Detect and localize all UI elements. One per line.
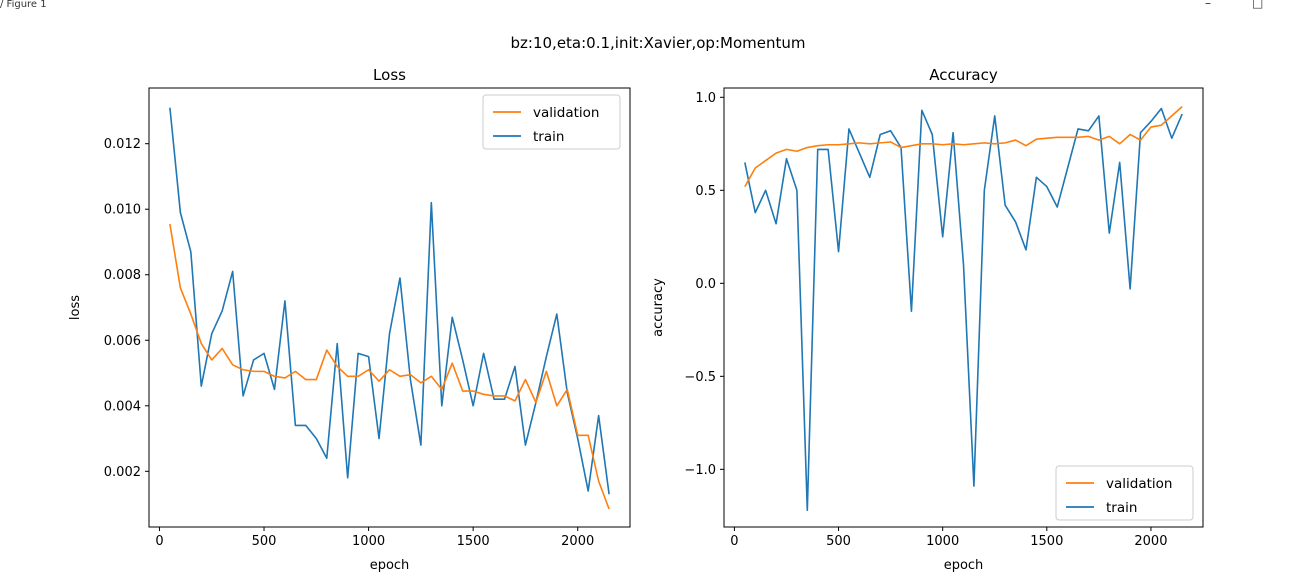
accuracy-chart: Accuracy 0 500 1000 1500 2000 −1.0 −0.5 0.0 0.5 1.… [651, 66, 1204, 573]
figure-suptitle: bz:10,eta:0.1,init:Xavier,op:Momentum [511, 34, 806, 52]
loss-legend-label-train: train [533, 129, 564, 145]
accuracy-legend-label-validation: validation [1106, 476, 1172, 492]
loss-y-tick-label: 0.008 [104, 268, 141, 283]
loss-x-tick-label: 1000 [352, 534, 385, 549]
window-title: / Figure 1 [0, 0, 47, 10]
loss-x-axis-label: epoch [370, 558, 410, 573]
accuracy-chart-title: Accuracy [929, 66, 998, 84]
loss-y-tick-label: 0.002 [104, 465, 141, 480]
loss-x-tick-label: 2000 [561, 534, 594, 549]
accuracy-x-tick-label: 500 [826, 534, 851, 549]
accuracy-axes-frame [723, 87, 1204, 528]
accuracy-series-validation-line [744, 106, 1183, 187]
window-titlebar: / Figure 1 – □ [0, 0, 1291, 14]
loss-y-tick-label: 0.012 [104, 137, 141, 152]
accuracy-x-axis-label: epoch [944, 558, 984, 573]
loss-legend-label-validation: validation [533, 105, 599, 121]
accuracy-legend: validation train [1055, 465, 1194, 521]
accuracy-series-train-line [744, 107, 1183, 512]
loss-chart: Loss 0 500 1000 1500 2000 0.002 0.004 0.006 0.008… [68, 66, 631, 573]
loss-series-validation-line [169, 223, 610, 510]
accuracy-legend-label-train: train [1106, 500, 1137, 516]
loss-chart-title: Loss [373, 66, 406, 84]
accuracy-y-tick-label: 0.5 [695, 184, 716, 199]
accuracy-y-axis-label: accuracy [651, 278, 666, 337]
accuracy-y-tick-label: 0.0 [695, 277, 716, 292]
accuracy-x-tick-label: 1000 [926, 534, 959, 549]
loss-y-tick-label: 0.006 [104, 334, 141, 349]
loss-axes-frame [148, 87, 631, 528]
accuracy-y-tick-label: −1.0 [684, 463, 716, 478]
accuracy-x-tick-label: 1500 [1030, 534, 1063, 549]
loss-y-tick-label: 0.004 [104, 399, 141, 414]
accuracy-y-tick-label: −0.5 [684, 370, 716, 385]
loss-y-axis-label: loss [68, 295, 83, 320]
accuracy-x-tick-label: 0 [730, 534, 738, 549]
accuracy-y-tick-label: 1.0 [695, 91, 716, 106]
maximize-button[interactable]: □ [1252, 0, 1264, 10]
loss-y-tick-label: 0.010 [104, 203, 141, 218]
minimize-button[interactable]: – [1205, 0, 1211, 10]
accuracy-x-tick-label: 2000 [1134, 534, 1167, 549]
loss-x-tick-label: 1500 [457, 534, 490, 549]
loss-x-tick-label: 500 [252, 534, 277, 549]
loss-legend: validation train [482, 94, 621, 150]
loss-x-tick-label: 0 [155, 534, 163, 549]
loss-series-train-line [169, 107, 610, 495]
